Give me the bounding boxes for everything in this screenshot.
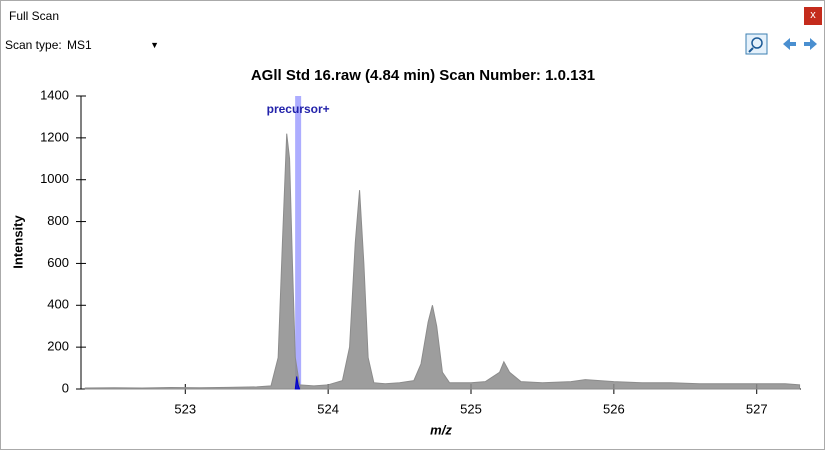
x-tick-label: 523 [174,401,196,416]
precursor-band [295,96,302,389]
y-tick-label: 0 [62,380,69,395]
y-axis-label: Intensity [10,215,25,269]
x-tick-label: 527 [746,401,768,416]
forward-button[interactable] [804,38,817,50]
window-title: Full Scan [9,9,60,23]
y-tick-label: 1400 [40,87,69,102]
spectrum-0 [84,133,801,390]
precursor-label: precursor+ [267,102,330,116]
y-tick-label: 1200 [40,129,69,144]
zoom-icon-handle [748,47,754,53]
x-axis-label: m/z [430,422,452,437]
x-tick-label: 525 [460,401,482,416]
x-tick-label: 524 [317,401,339,416]
spectrum-1 [294,376,301,390]
scan-type-label: Scan type: [5,38,62,52]
chart-title: AGll Std 16.raw (4.84 min) Scan Number: … [251,67,595,84]
y-tick-label: 200 [47,339,69,354]
scan-type-dropdown[interactable]: MS1 ▼ [63,35,163,55]
y-tick-label: 1000 [40,171,69,186]
toolbar: Scan type: MS1 ▼ [1,33,824,57]
x-tick-label: 526 [603,401,625,416]
y-tick-label: 400 [47,297,69,312]
zoom-icon [751,37,763,49]
scan-type-value: MS1 [67,38,92,52]
close-button[interactable]: x [804,7,822,25]
y-tick-label: 600 [47,255,69,270]
dropdown-arrow: ▼ [150,40,159,50]
y-tick-label: 800 [47,213,69,228]
back-button[interactable] [783,38,796,50]
